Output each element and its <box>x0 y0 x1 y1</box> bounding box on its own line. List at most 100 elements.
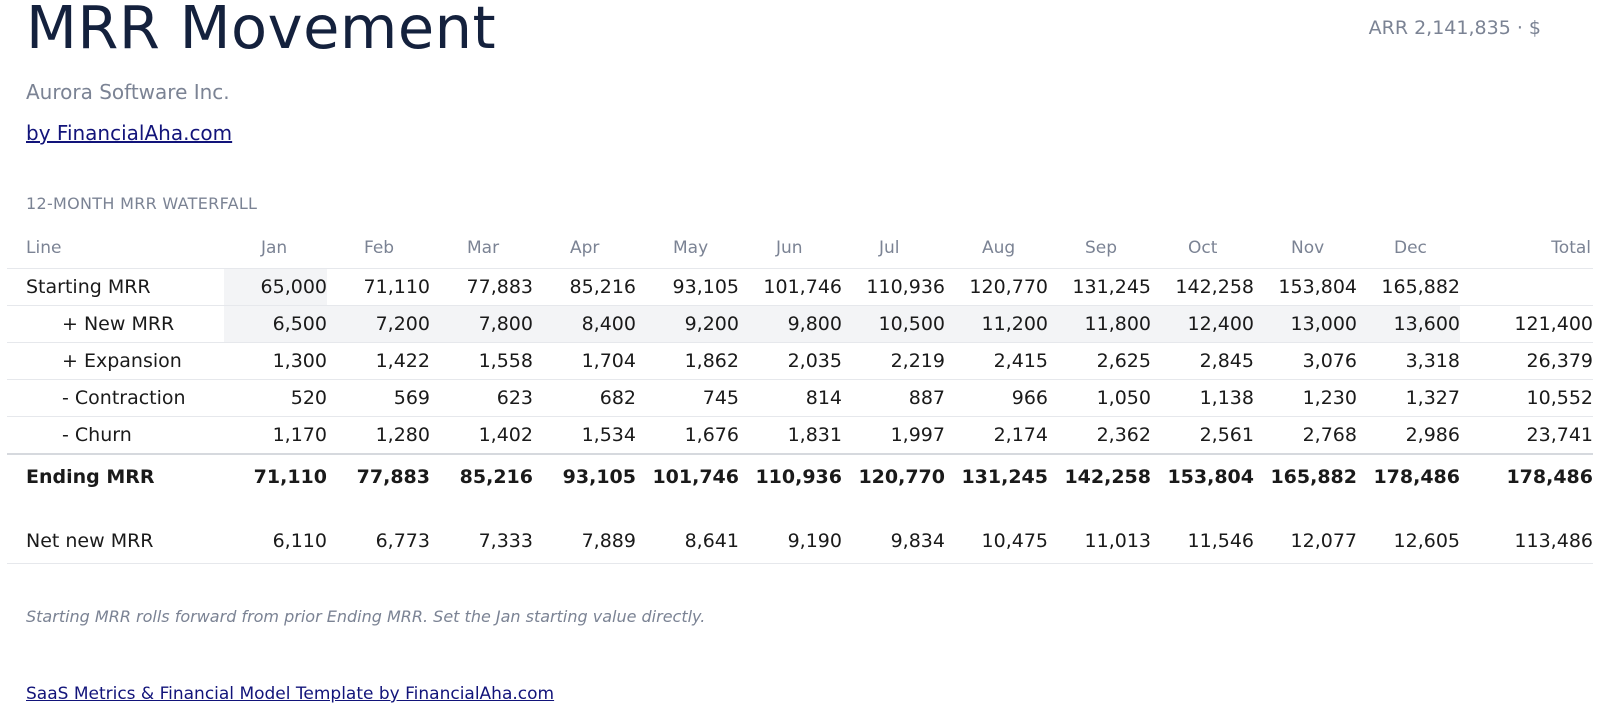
byline-link[interactable]: by FinancialAha.com <box>26 121 233 145</box>
table-cell: 142,258 <box>1048 453 1151 499</box>
table-cell: 11,013 <box>1048 519 1151 564</box>
table-cell: 9,190 <box>739 519 842 564</box>
table-cell: 6,110 <box>224 519 327 564</box>
column-header-month: Sep <box>1048 228 1151 269</box>
column-header-month: Oct <box>1151 228 1254 269</box>
table-cell: 2,625 <box>1048 342 1151 380</box>
new-mrr-input[interactable]: 9,800 <box>739 305 842 343</box>
table-cell: 1,676 <box>636 416 739 455</box>
table-cell: 887 <box>842 379 945 417</box>
row-net-new-mrr: Net new MRR 6,110 6,773 7,333 7,889 8,64… <box>7 519 1593 564</box>
table-cell: 682 <box>533 379 636 417</box>
table-cell: 131,245 <box>1048 268 1151 306</box>
table-cell: 153,804 <box>1254 268 1357 306</box>
table-cell: 520 <box>224 379 327 417</box>
footer-link[interactable]: SaaS Metrics & Financial Model Template … <box>26 684 555 704</box>
row-new-mrr: + New MRR 6,500 7,200 7,800 8,400 9,200 … <box>7 305 1593 343</box>
table-cell: 77,883 <box>430 268 533 306</box>
arr-summary: ARR 2,141,835 · $ <box>1368 17 1541 39</box>
table-cell: 569 <box>327 379 430 417</box>
table-cell: 6,773 <box>327 519 430 564</box>
new-mrr-input[interactable]: 13,600 <box>1357 305 1460 343</box>
row-label: + Expansion <box>7 342 224 380</box>
table-cell: 178,486 <box>1357 453 1460 499</box>
row-label: + New MRR <box>7 305 224 343</box>
table-cell: 1,704 <box>533 342 636 380</box>
table-cell: 2,362 <box>1048 416 1151 455</box>
table-cell: 165,882 <box>1254 453 1357 499</box>
new-mrr-input[interactable]: 9,200 <box>636 305 739 343</box>
table-cell: 71,110 <box>224 453 327 499</box>
row-spacer <box>7 499 1593 519</box>
row-ending-mrr: Ending MRR 71,110 77,883 85,216 93,105 1… <box>7 453 1593 499</box>
total-cell <box>1460 268 1593 306</box>
row-churn: - Churn 1,170 1,280 1,402 1,534 1,676 1,… <box>7 416 1593 455</box>
table-cell: 2,035 <box>739 342 842 380</box>
column-header-total: Total <box>1460 228 1593 269</box>
table-cell: 1,558 <box>430 342 533 380</box>
table-cell: 1,050 <box>1048 379 1151 417</box>
table-cell: 1,402 <box>430 416 533 455</box>
new-mrr-input[interactable]: 11,800 <box>1048 305 1151 343</box>
new-mrr-input[interactable]: 11,200 <box>945 305 1048 343</box>
row-expansion: + Expansion 1,300 1,422 1,558 1,704 1,86… <box>7 342 1593 380</box>
column-header-month: Nov <box>1254 228 1357 269</box>
jan-starting-mrr-input[interactable]: 65,000 <box>224 268 327 306</box>
total-cell: 26,379 <box>1460 342 1593 380</box>
table-cell: 142,258 <box>1151 268 1254 306</box>
table-cell: 1,138 <box>1151 379 1254 417</box>
new-mrr-input[interactable]: 13,000 <box>1254 305 1357 343</box>
column-header-month: Mar <box>430 228 533 269</box>
column-header-month: May <box>636 228 739 269</box>
new-mrr-input[interactable]: 6,500 <box>224 305 327 343</box>
total-cell: 178,486 <box>1460 453 1593 499</box>
table-cell: 7,889 <box>533 519 636 564</box>
table-cell: 1,862 <box>636 342 739 380</box>
table-cell: 8,641 <box>636 519 739 564</box>
table-cell: 85,216 <box>430 453 533 499</box>
new-mrr-input[interactable]: 7,200 <box>327 305 430 343</box>
table-cell: 1,422 <box>327 342 430 380</box>
table-cell: 93,105 <box>636 268 739 306</box>
table-cell: 131,245 <box>945 453 1048 499</box>
table-cell: 77,883 <box>327 453 430 499</box>
total-cell: 121,400 <box>1460 305 1593 343</box>
column-header-month: Dec <box>1357 228 1460 269</box>
table-cell: 12,605 <box>1357 519 1460 564</box>
new-mrr-input[interactable]: 7,800 <box>430 305 533 343</box>
row-label: Ending MRR <box>7 453 224 499</box>
new-mrr-input[interactable]: 8,400 <box>533 305 636 343</box>
table-cell: 1,831 <box>739 416 842 455</box>
row-starting-mrr: Starting MRR 65,000 71,110 77,883 85,216… <box>7 268 1593 306</box>
column-header-month: Feb <box>327 228 430 269</box>
table-cell: 1,170 <box>224 416 327 455</box>
table-cell: 1,230 <box>1254 379 1357 417</box>
table-cell: 2,174 <box>945 416 1048 455</box>
column-header-month: Apr <box>533 228 636 269</box>
total-cell: 10,552 <box>1460 379 1593 417</box>
new-mrr-input[interactable]: 12,400 <box>1151 305 1254 343</box>
table-cell: 85,216 <box>533 268 636 306</box>
column-header-month: Jun <box>739 228 842 269</box>
table-cell: 2,219 <box>842 342 945 380</box>
column-header-month: Jan <box>224 228 327 269</box>
table-cell: 110,936 <box>739 453 842 499</box>
table-cell: 3,318 <box>1357 342 1460 380</box>
column-header-month: Jul <box>842 228 945 269</box>
spacer-cell <box>7 499 1593 519</box>
table-cell: 1,534 <box>533 416 636 455</box>
table-cell: 1,300 <box>224 342 327 380</box>
table-cell: 165,882 <box>1357 268 1460 306</box>
table-cell: 2,845 <box>1151 342 1254 380</box>
column-header-month: Aug <box>945 228 1048 269</box>
page-title: MRR Movement <box>26 0 497 62</box>
table-cell: 1,997 <box>842 416 945 455</box>
table-cell: 93,105 <box>533 453 636 499</box>
table-cell: 101,746 <box>636 453 739 499</box>
new-mrr-input[interactable]: 10,500 <box>842 305 945 343</box>
table-cell: 71,110 <box>327 268 430 306</box>
row-label: - Churn <box>7 416 224 455</box>
table-cell: 120,770 <box>842 453 945 499</box>
table-cell: 12,077 <box>1254 519 1357 564</box>
footnote: Starting MRR rolls forward from prior En… <box>26 607 706 626</box>
